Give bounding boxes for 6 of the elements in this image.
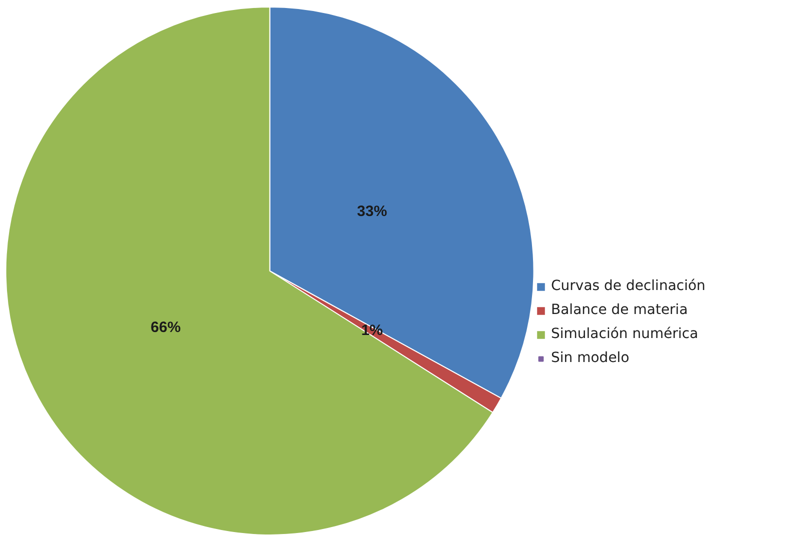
legend-label: Simulación numérica: [551, 326, 698, 342]
legend-label: Balance de materia: [551, 302, 688, 318]
legend-label: Curvas de declinación: [551, 278, 706, 294]
data-label: 66%: [150, 318, 181, 336]
legend-label: Sin modelo: [551, 350, 630, 366]
data-label: 33%: [357, 202, 388, 220]
